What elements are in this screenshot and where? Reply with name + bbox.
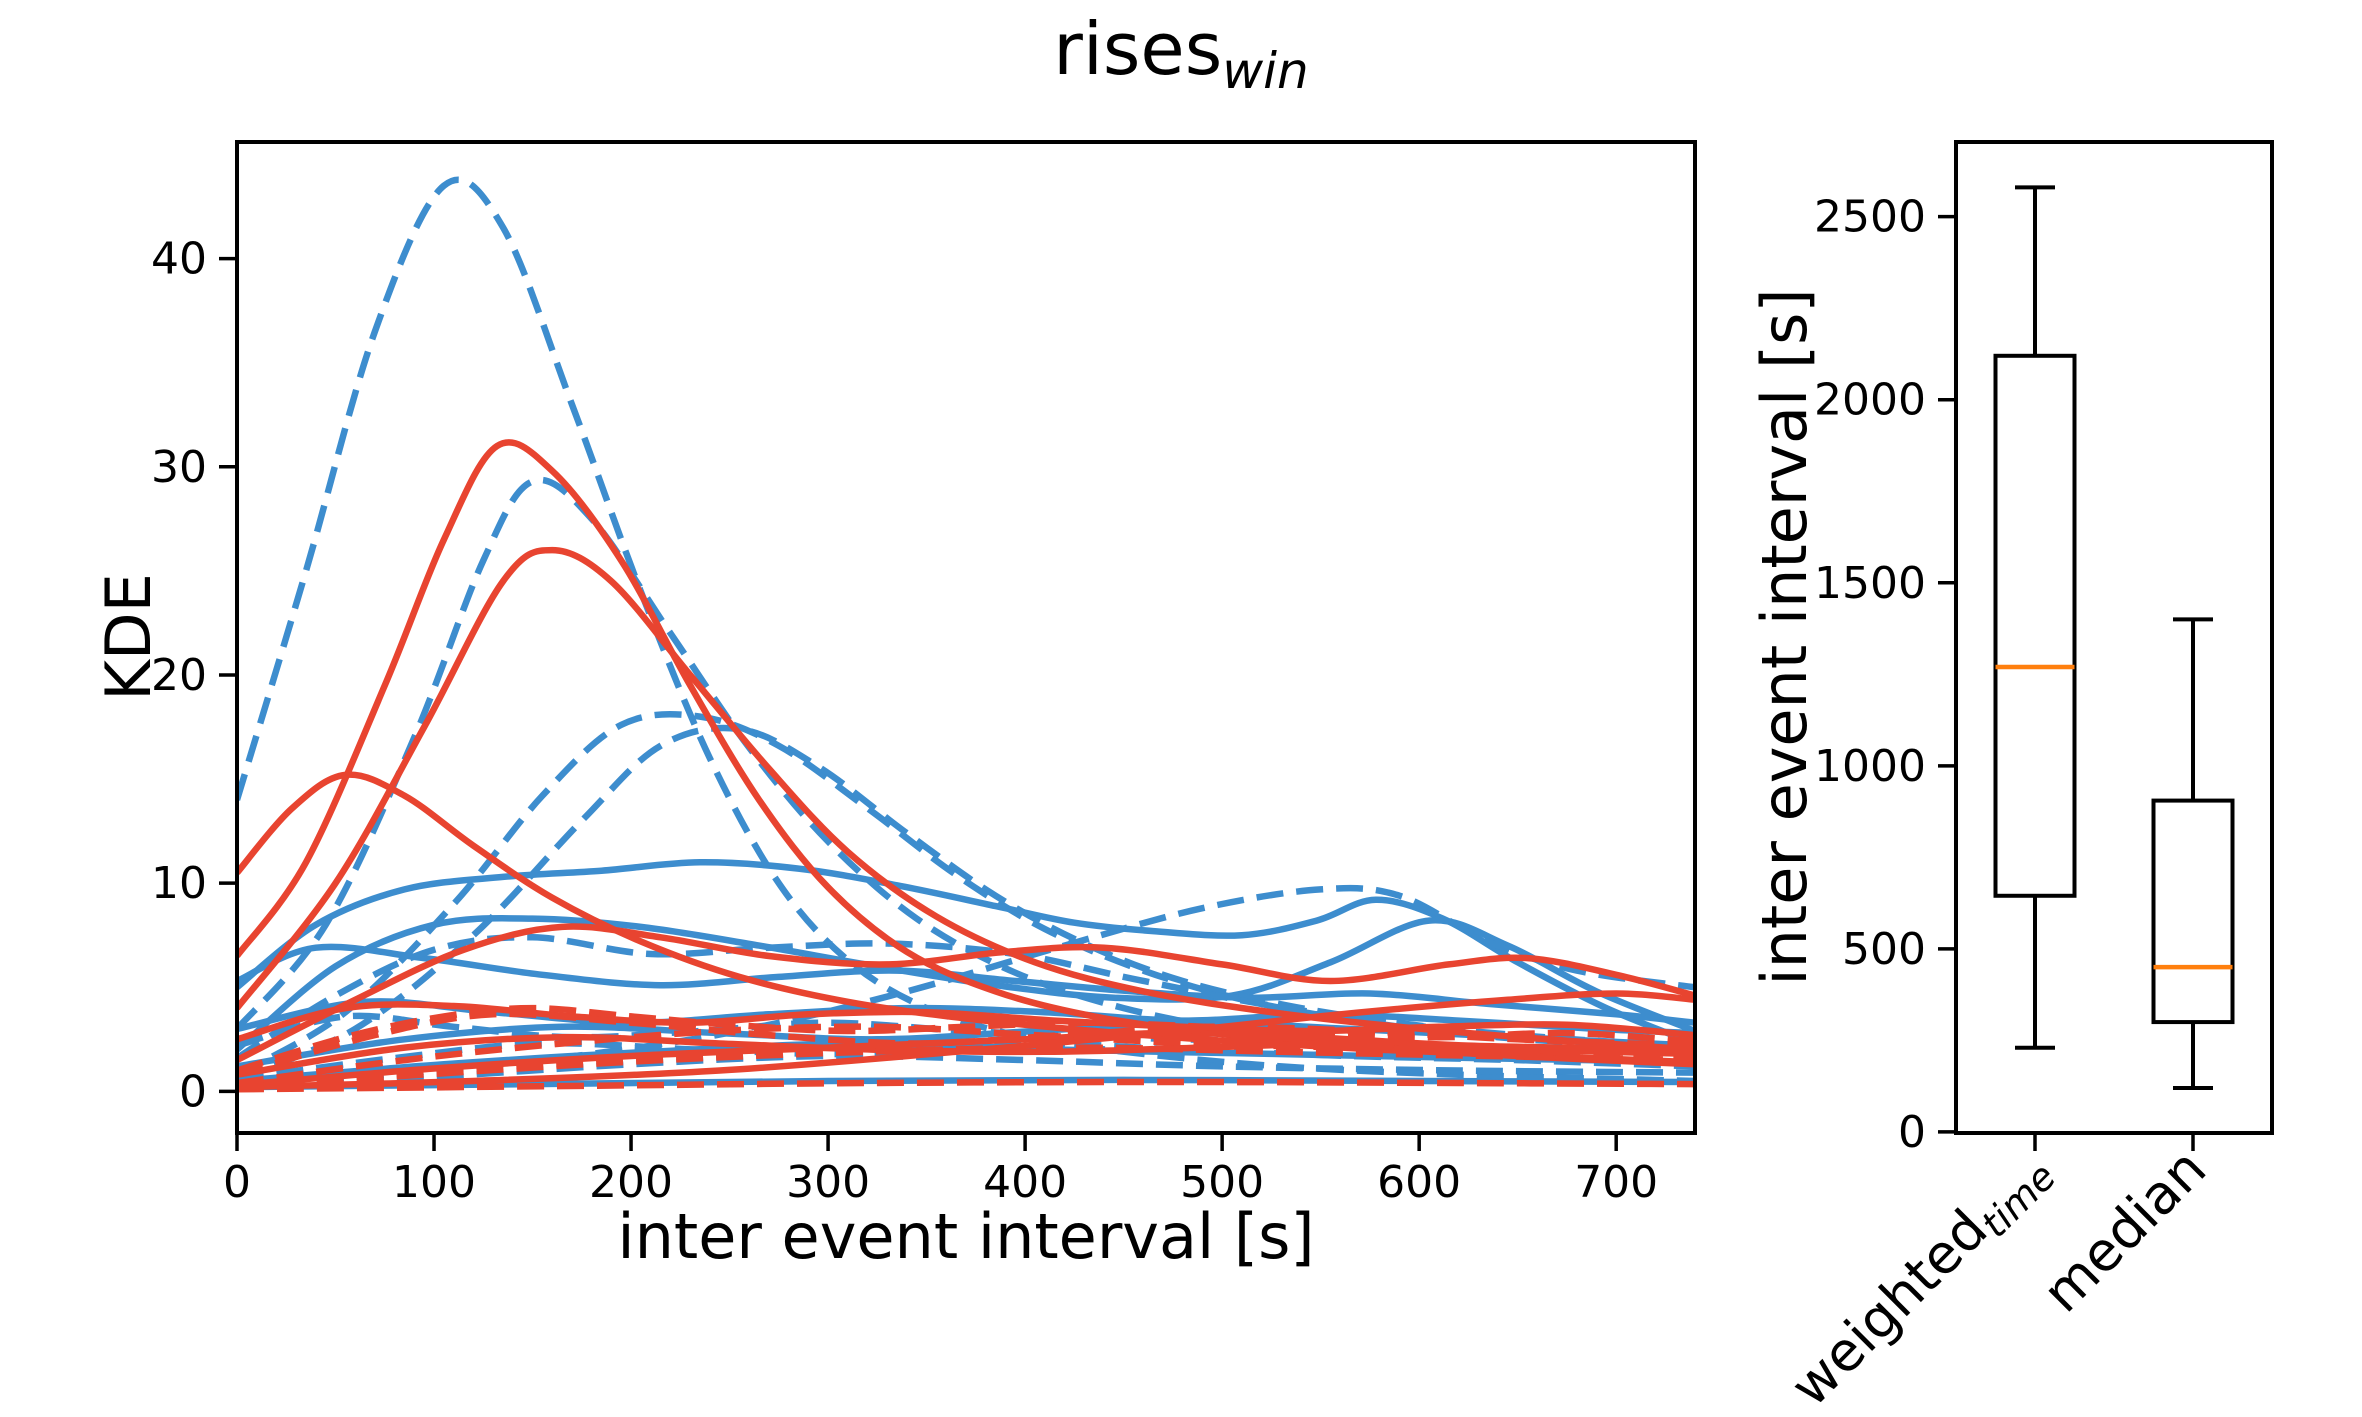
kde-x-tick-label: 100 bbox=[392, 1157, 476, 1208]
figure-title-main: rises bbox=[1053, 7, 1222, 91]
kde-red-dashed-3 bbox=[237, 1023, 1695, 1087]
kde-curves-group bbox=[237, 176, 1695, 1093]
kde-xaxis-label: inter event interval [s] bbox=[617, 1200, 1314, 1273]
kde-blue-dashed-3 bbox=[237, 710, 1695, 1078]
box-iqr bbox=[1993, 353, 2077, 898]
kde-red-dashed-2 bbox=[237, 1010, 1695, 1078]
kde-blue-solid-2 bbox=[237, 915, 1695, 1053]
kde-x-tick-label: 300 bbox=[786, 1157, 870, 1208]
kde-x-tick-label: 200 bbox=[589, 1157, 673, 1208]
boxplot-y-tick-label: 500 bbox=[1842, 924, 1926, 975]
kde-axes: 0 100 200 300 400 500 600 700 0 10 20 30 40 bbox=[151, 234, 1658, 1208]
boxplot-y-tick-label: 0 bbox=[1898, 1107, 1926, 1158]
kde-y-tick-label: 40 bbox=[151, 234, 207, 285]
boxplot-y-tick-label: 1500 bbox=[1814, 558, 1926, 609]
box-iqr bbox=[2151, 798, 2235, 1025]
boxplot-y-tick-label: 1000 bbox=[1814, 741, 1926, 792]
boxplot-category-label-weighted-time: weightedtime bbox=[1778, 1137, 2064, 1417]
boxplot-category-label-median: median bbox=[2031, 1137, 2219, 1325]
kde-x-tick-label: 400 bbox=[983, 1157, 1067, 1208]
boxplot-y-tick-label: 2000 bbox=[1814, 375, 1926, 426]
kde-x-tick-label: 700 bbox=[1574, 1157, 1658, 1208]
kde-y-tick-label: 10 bbox=[151, 858, 207, 909]
kde-axes-spines bbox=[235, 140, 1697, 1135]
kde-x-tick-label: 500 bbox=[1180, 1157, 1264, 1208]
kde-red-solid-4 bbox=[237, 923, 1695, 1063]
kde-y-tick-label: 20 bbox=[151, 650, 207, 701]
kde-x-tick-label: 600 bbox=[1377, 1157, 1461, 1208]
kde-y-tick-label: 0 bbox=[179, 1066, 207, 1117]
figure-title-subscript: win bbox=[1222, 42, 1308, 100]
kde-x-tick-label: 0 bbox=[223, 1157, 251, 1208]
boxplot-axes-spines bbox=[1954, 140, 2274, 1135]
kde-red-dashed-4 bbox=[237, 1044, 1695, 1091]
boxplot-boxes-group bbox=[1993, 185, 2235, 1090]
boxplot-yaxis-label: inter event interval [s] bbox=[1748, 288, 1821, 985]
kde-red-solid-2 bbox=[237, 546, 1695, 1053]
figure-title: riseswin bbox=[1053, 7, 1308, 100]
kde-yaxis-label: KDE bbox=[92, 573, 165, 701]
kde-red-dashed-5 bbox=[237, 1078, 1695, 1093]
kde-y-tick-label: 30 bbox=[151, 442, 207, 493]
boxplot-axes: 0 500 1000 1500 2000 2500 bbox=[1814, 192, 2195, 1158]
kde-red-solid-8 bbox=[237, 990, 1695, 1091]
kde-red-solid-5 bbox=[237, 1001, 1695, 1043]
kde-red-solid-1 bbox=[237, 439, 1695, 1068]
boxplot-y-tick-label: 2500 bbox=[1814, 192, 1926, 243]
